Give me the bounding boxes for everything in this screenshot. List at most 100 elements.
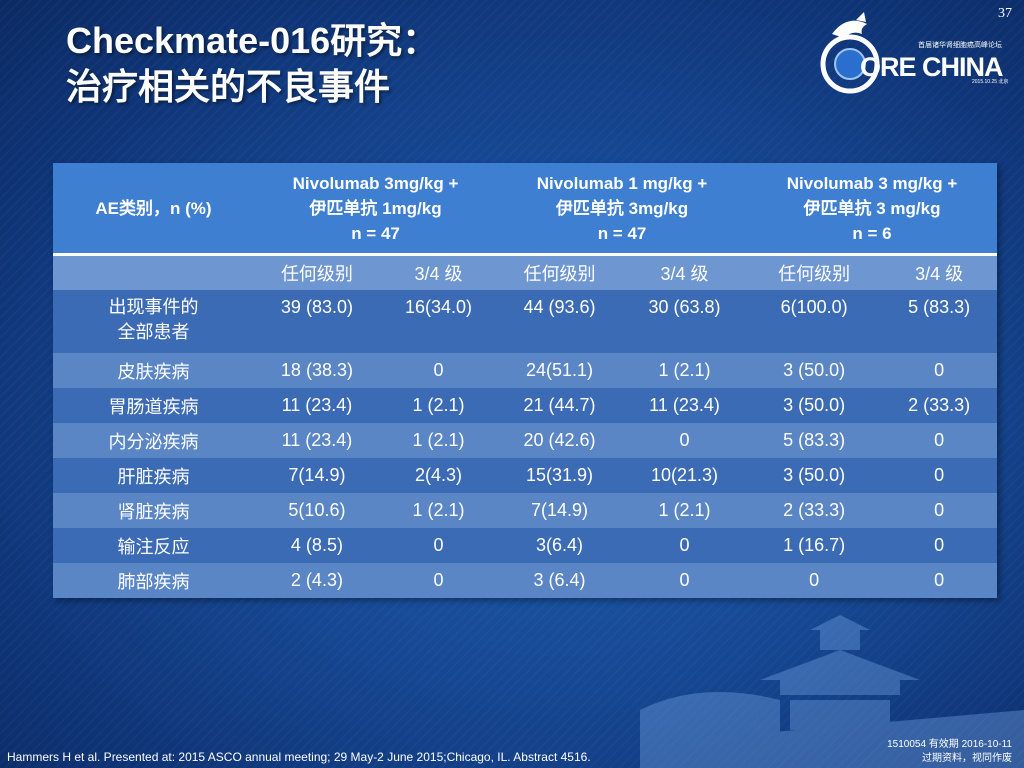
group-1-line-2: 伊匹单抗 1mg/kg <box>309 198 442 218</box>
table-cell: 4 (8.5) <box>254 528 380 563</box>
group-2-line-2: 伊匹单抗 3mg/kg <box>555 198 689 218</box>
table-cell: 21 (44.7) <box>497 388 623 423</box>
table-cell: 0 <box>881 353 997 388</box>
table-cell: 15(31.9) <box>497 458 623 493</box>
table-cell: 11 (23.4) <box>254 423 380 458</box>
table-row: 出现事件的全部患者 39 (83.0) 16(34.0) 44 (93.6) 3… <box>53 290 997 353</box>
table-row: 肾脏疾病 5(10.6) 1 (2.1) 7(14.9) 1 (2.1) 2 (… <box>53 493 997 528</box>
table-cell: 0 <box>881 423 997 458</box>
row-label: 皮肤疾病 <box>53 353 254 388</box>
table-row: 肺部疾病 2 (4.3) 0 3 (6.4) 0 0 0 <box>53 563 997 598</box>
table-cell: 5(10.6) <box>254 493 380 528</box>
title-line-1: Checkmate-016研究： <box>66 20 439 61</box>
row-label: 肺部疾病 <box>53 563 254 598</box>
row-label: 肾脏疾病 <box>53 493 254 528</box>
group-2-line-3: n = 47 <box>597 223 647 243</box>
table-cell: 30 (63.8) <box>622 290 747 353</box>
table-cell: 0 <box>622 528 747 563</box>
group-1-line-3: n = 47 <box>351 223 400 243</box>
slide-title: Checkmate-016研究： 治疗相关的不良事件 <box>66 18 438 110</box>
temple-skyline-watermark <box>640 615 1024 768</box>
document-code: 1510054 有效期 2016-10-11 过期资料，视同作废 <box>887 738 1012 766</box>
subheader-cell: 3/4 级 <box>622 253 747 290</box>
table-cell: 0 <box>881 563 997 598</box>
group-header-2: Nivolumab 1 mg/kg + 伊匹单抗 3mg/kg n = 47 <box>497 163 747 255</box>
row-label: 输注反应 <box>53 528 254 563</box>
row-label-line-2: 全部患者 <box>117 322 190 342</box>
table-cell: 5 (83.3) <box>881 290 997 353</box>
group-2-line-1: Nivolumab 1 mg/kg + <box>536 173 708 193</box>
table-row: 内分泌疾病 11 (23.4) 1 (2.1) 20 (42.6) 0 5 (8… <box>53 423 997 458</box>
table-cell: 1 (2.1) <box>379 493 498 528</box>
group-3-line-3: n = 6 <box>852 223 892 243</box>
table-cell: 10(21.3) <box>622 458 747 493</box>
table-cell: 11 (23.4) <box>254 388 380 423</box>
table-cell: 2 (4.3) <box>254 563 380 598</box>
table-cell: 3 (50.0) <box>747 353 882 388</box>
table-cell: 0 <box>379 528 498 563</box>
group-header-3: Nivolumab 3 mg/kg + 伊匹单抗 3 mg/kg n = 6 <box>747 163 997 255</box>
grade-subheader-row: 任何级别 3/4 级 任何级别 3/4 级 任何级别 3/4 级 <box>53 253 997 290</box>
table-cell: 0 <box>622 423 747 458</box>
table-cell: 24(51.1) <box>497 353 623 388</box>
table-cell: 0 <box>379 563 498 598</box>
table-cell: 18 (38.3) <box>254 353 380 388</box>
core-china-logo: ORE CHINA 首届诸华肾细胞癌高峰论坛 2015.10.25 北京 <box>812 12 1012 104</box>
table-cell: 1 (16.7) <box>747 528 882 563</box>
table-cell: 5 (83.3) <box>747 423 882 458</box>
table-cell: 39 (83.0) <box>254 290 380 353</box>
table-cell: 2(4.3) <box>379 458 498 493</box>
table-row: 肝脏疾病 7(14.9) 2(4.3) 15(31.9) 10(21.3) 3 … <box>53 458 997 493</box>
adverse-events-table: AE类别，n (%) Nivolumab 3mg/kg + 伊匹单抗 1mg/k… <box>53 163 997 598</box>
table-cell: 3(6.4) <box>497 528 623 563</box>
table-cell: 0 <box>881 458 997 493</box>
subheader-cell: 任何级别 <box>747 253 882 290</box>
table-row: 胃肠道疾病 11 (23.4) 1 (2.1) 21 (44.7) 11 (23… <box>53 388 997 423</box>
table-cell: 0 <box>881 528 997 563</box>
page-number: 37 <box>998 6 1012 21</box>
table-cell: 7(14.9) <box>497 493 623 528</box>
table-cell: 0 <box>622 563 747 598</box>
table-cell: 1 (2.1) <box>379 423 498 458</box>
ae-category-header: AE类别，n (%) <box>53 163 254 255</box>
subheader-cell: 3/4 级 <box>379 253 498 290</box>
logo-subtitle: 首届诸华肾细胞癌高峰论坛 <box>918 42 1002 49</box>
table-cell: 3 (50.0) <box>747 458 882 493</box>
document-code-line-2: 过期资料，视同作废 <box>922 753 1012 764</box>
table-cell: 7(14.9) <box>254 458 380 493</box>
subheader-cell: 任何级别 <box>254 253 380 290</box>
table-cell: 16(34.0) <box>379 290 498 353</box>
table-cell: 0 <box>881 493 997 528</box>
row-label: 胃肠道疾病 <box>53 388 254 423</box>
group-1-line-1: Nivolumab 3mg/kg + <box>292 173 459 193</box>
group-3-line-1: Nivolumab 3 mg/kg + <box>786 173 958 193</box>
logo-wordmark: ORE CHINA <box>860 52 1004 82</box>
row-label: 肝脏疾病 <box>53 458 254 493</box>
row-label: 内分泌疾病 <box>53 423 254 458</box>
subheader-blank <box>53 253 254 290</box>
document-code-line-1: 1510054 有效期 2016-10-11 <box>887 739 1012 750</box>
table-cell: 11 (23.4) <box>622 388 747 423</box>
table-cell: 3 (6.4) <box>497 563 623 598</box>
logo-date: 2015.10.25 北京 <box>972 79 1009 85</box>
table-cell: 2 (33.3) <box>881 388 997 423</box>
dragon-ring-icon <box>820 12 880 94</box>
table-cell: 6(100.0) <box>747 290 882 353</box>
table-cell: 44 (93.6) <box>497 290 623 353</box>
subheader-cell: 任何级别 <box>497 253 623 290</box>
table-cell: 0 <box>379 353 498 388</box>
table-header-row: AE类别，n (%) Nivolumab 3mg/kg + 伊匹单抗 1mg/k… <box>53 163 997 255</box>
title-line-2: 治疗相关的不良事件 <box>66 66 391 107</box>
reference-citation: Hammers H et al. Presented at: 2015 ASCO… <box>7 750 591 764</box>
subheader-cell: 3/4 级 <box>881 253 997 290</box>
row-label-line-1: 出现事件的 <box>108 297 199 317</box>
table-cell: 3 (50.0) <box>747 388 882 423</box>
table-cell: 0 <box>747 563 882 598</box>
group-3-line-2: 伊匹单抗 3 mg/kg <box>803 198 941 218</box>
table-cell: 20 (42.6) <box>497 423 623 458</box>
table-cell: 2 (33.3) <box>747 493 882 528</box>
table-cell: 1 (2.1) <box>622 493 747 528</box>
table-row: 皮肤疾病 18 (38.3) 0 24(51.1) 1 (2.1) 3 (50.… <box>53 353 997 388</box>
table-cell: 1 (2.1) <box>622 353 747 388</box>
table-cell: 1 (2.1) <box>379 388 498 423</box>
